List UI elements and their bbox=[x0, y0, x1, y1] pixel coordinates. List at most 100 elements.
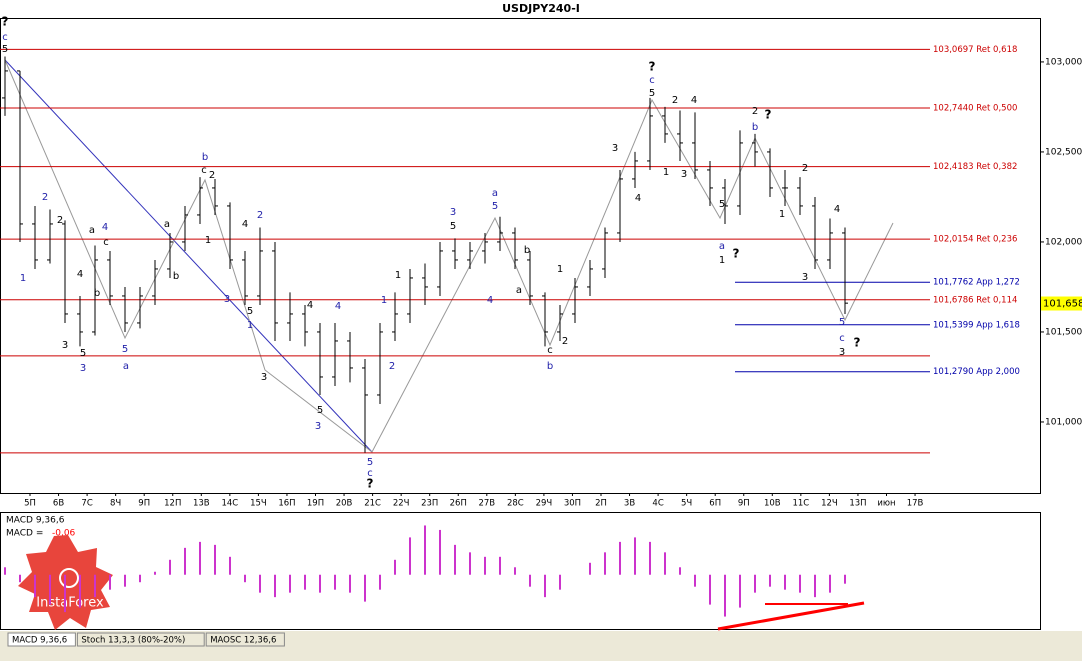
x-tick-label: 21С bbox=[364, 499, 381, 509]
y-tick-label: 102,500 bbox=[1045, 147, 1082, 157]
x-tick-label: 9П bbox=[138, 499, 150, 509]
level-label: 103,0697 Ret 0,618 bbox=[933, 45, 1017, 55]
wave-label: 1 bbox=[395, 270, 401, 281]
tab[interactable] bbox=[205, 632, 285, 647]
wave-label: 5 bbox=[649, 88, 655, 99]
wave-label: 5 bbox=[367, 457, 373, 468]
wave-label: 3 bbox=[612, 143, 618, 154]
x-tick-label: 6П bbox=[709, 499, 721, 509]
x-tick-label: 9П bbox=[738, 499, 750, 509]
divergence-line bbox=[717, 601, 865, 631]
wave-label: b bbox=[173, 271, 179, 282]
wave-label: a bbox=[89, 225, 95, 236]
x-tick-label: 3В bbox=[624, 499, 635, 509]
wave-label: 5 bbox=[2, 44, 8, 55]
price-tag bbox=[1041, 296, 1082, 311]
wave-label: b bbox=[752, 122, 758, 133]
chart-title: USDJPY240-I bbox=[502, 2, 580, 15]
plot-frame bbox=[0, 18, 1041, 494]
wave-label: 4 bbox=[487, 295, 493, 306]
wave-label: 5 bbox=[317, 405, 323, 416]
wave-label: 3 bbox=[681, 169, 687, 180]
wave-label: 1 bbox=[719, 255, 725, 266]
level-label: 101,7762 App 1,272 bbox=[933, 278, 1020, 288]
price-tag-label: 101,658 bbox=[1043, 299, 1082, 310]
wave-label: b bbox=[202, 152, 208, 163]
x-tick-label: 12Ч bbox=[821, 499, 838, 509]
wave-label: a bbox=[516, 285, 522, 296]
x-tick-label: 5Ч bbox=[681, 499, 692, 509]
y-tick-label: 102,000 bbox=[1045, 237, 1082, 247]
x-tick-label: 7С bbox=[81, 499, 92, 509]
x-tick-label: 28С bbox=[507, 499, 524, 509]
wave-label: 4 bbox=[834, 204, 840, 215]
wave-label: c bbox=[839, 333, 845, 344]
macd-title: MACD 9,36,6 bbox=[6, 516, 65, 526]
wave-label: 1 bbox=[663, 167, 669, 178]
wave-label: 2 bbox=[672, 95, 678, 106]
wave-label: 1 bbox=[247, 320, 253, 331]
wave-label: 2 bbox=[752, 106, 758, 117]
macd-frame bbox=[0, 512, 1041, 630]
logo-text: InstaForex bbox=[36, 596, 104, 611]
wave-label: 1 bbox=[779, 209, 785, 220]
x-tick-label: 11С bbox=[792, 499, 809, 509]
wave-label: 4 bbox=[635, 193, 641, 204]
wave-label: 4 bbox=[77, 269, 83, 280]
logo-icon bbox=[59, 568, 79, 588]
x-tick-label: 27В bbox=[478, 499, 495, 509]
wave-label: 3 bbox=[315, 421, 321, 432]
x-tick-label: 13П bbox=[849, 499, 866, 509]
wave-label: ? bbox=[765, 108, 772, 122]
wave-label: a bbox=[492, 188, 498, 199]
x-tick-label: 6В bbox=[53, 499, 64, 509]
x-tick-label: 14С bbox=[221, 499, 238, 509]
wave-label: 5 bbox=[247, 306, 253, 317]
wave-label: 3 bbox=[80, 363, 86, 374]
x-tick-label: 13В bbox=[193, 499, 210, 509]
wave-label: ? bbox=[367, 477, 374, 491]
macd-value: -0,06 bbox=[52, 529, 76, 539]
x-tick-label: 10В bbox=[764, 499, 781, 509]
wave-label: 5 bbox=[80, 348, 86, 359]
wave-label: 5 bbox=[450, 221, 456, 232]
wave-label: 3 bbox=[450, 207, 456, 218]
wave-label: 1 bbox=[557, 264, 563, 275]
wave-label: 2 bbox=[802, 163, 808, 174]
wave-label: 2 bbox=[42, 192, 48, 203]
wave-label: 5 bbox=[839, 317, 845, 328]
wave-label: c bbox=[367, 468, 373, 479]
wave-label: 3 bbox=[261, 372, 267, 383]
y-tick-label: 103,000 bbox=[1045, 57, 1082, 67]
wave-label: 2 bbox=[562, 336, 568, 347]
tab[interactable] bbox=[7, 632, 76, 647]
y-tick-label: 101,500 bbox=[1045, 327, 1082, 337]
wave-label: 4 bbox=[242, 219, 248, 230]
x-tick-label: 26П bbox=[450, 499, 467, 509]
x-tick-label: 22Ч bbox=[393, 499, 410, 509]
tab-label: Stoch 13,3,3 (80%-20%) bbox=[81, 636, 185, 646]
wave-label: 2 bbox=[57, 215, 63, 226]
trend-line bbox=[4, 59, 373, 453]
tab[interactable] bbox=[76, 632, 205, 647]
macd-prefix: MACD = bbox=[6, 529, 43, 539]
wave-label: 3 bbox=[802, 272, 808, 283]
wave-label: ? bbox=[733, 247, 740, 261]
wave-label: 1 bbox=[205, 235, 211, 246]
wave-label: 2 bbox=[209, 170, 215, 181]
wave-label: 3 bbox=[62, 340, 68, 351]
tab-label: MAOSC 12,36,6 bbox=[210, 636, 276, 646]
y-tick-label: 101,000 bbox=[1045, 417, 1082, 427]
level-label: 102,0154 Ret 0,236 bbox=[933, 235, 1017, 245]
wave-label: c bbox=[2, 32, 8, 43]
wave-label: 2 bbox=[389, 361, 395, 372]
x-tick-label: 19П bbox=[307, 499, 324, 509]
wave-label: 4 bbox=[307, 300, 313, 311]
level-label: 102,4183 Ret 0,382 bbox=[933, 162, 1017, 172]
wave-label: a bbox=[164, 219, 170, 230]
x-tick-label: 5П bbox=[24, 499, 36, 509]
x-tick-label: 15Ч bbox=[250, 499, 267, 509]
x-tick-label: 17В bbox=[907, 499, 924, 509]
